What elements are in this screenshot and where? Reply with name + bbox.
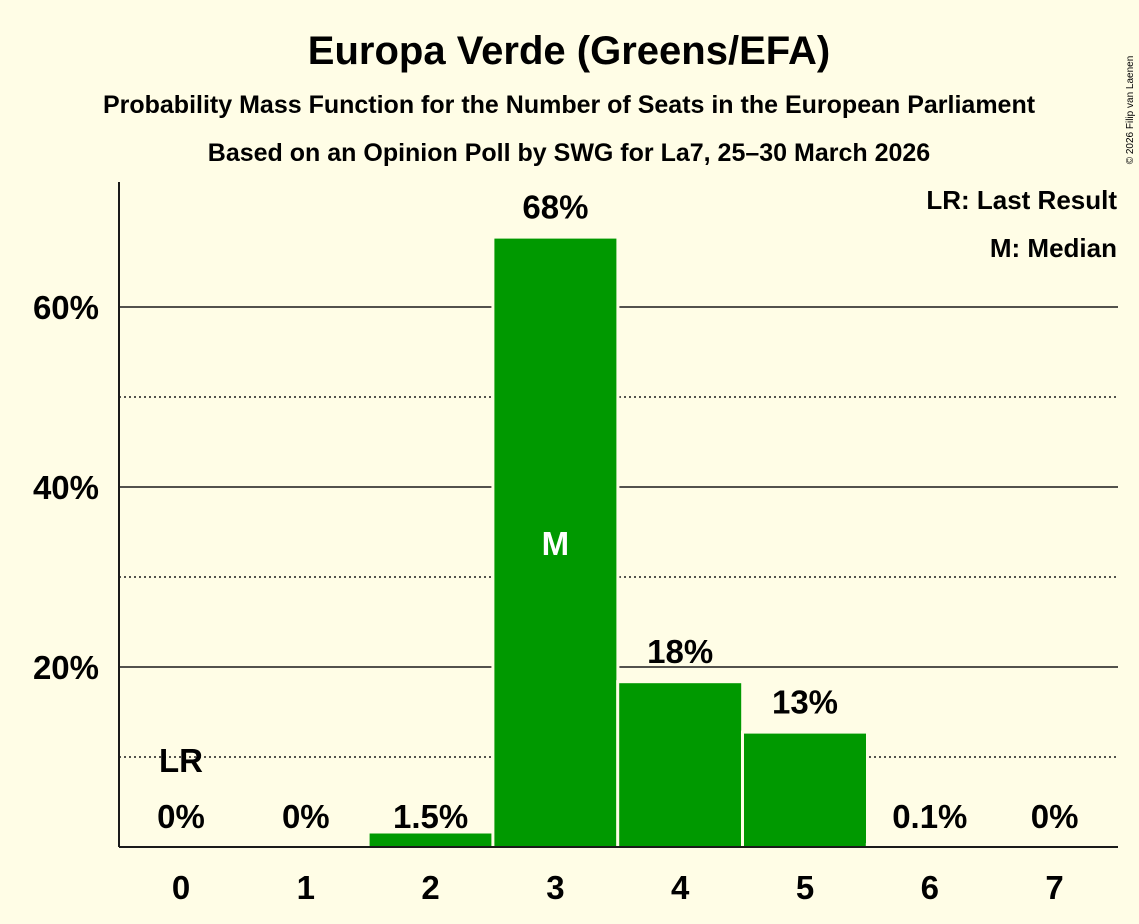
bar-value-label: 0% [282, 798, 330, 835]
bar-value-label: 0% [157, 798, 205, 835]
bar [744, 733, 866, 847]
y-tick-label: 60% [33, 289, 99, 326]
chart-subtitle: Probability Mass Function for the Number… [103, 91, 1036, 119]
bar-value-label: 0.1% [892, 798, 967, 835]
bars [366, 235, 994, 848]
x-tick-label: 3 [546, 869, 564, 906]
chart-subtitle-source: Based on an Opinion Poll by SWG for La7,… [208, 139, 930, 167]
value-labels: 0% 0 0% 1 1.5% 2 68% 3 18% 4 13% 5 0.1% 6 0% 7 M LR [157, 189, 1078, 906]
x-tick-label: 6 [921, 869, 939, 906]
legend-last-result: LR: Last Result [926, 185, 1117, 215]
x-tick-label: 7 [1045, 869, 1063, 906]
median-marker: M [542, 525, 570, 562]
x-tick-label: 0 [172, 869, 190, 906]
bar [619, 683, 742, 847]
x-tick-label: 4 [671, 869, 690, 906]
copyright-note: © 2026 Filip van Laenen [1125, 56, 1136, 165]
bar [369, 833, 492, 847]
bar-value-label: 68% [522, 189, 588, 226]
y-tick-label: 20% [33, 649, 99, 686]
bar [494, 238, 617, 848]
axes [118, 182, 1118, 848]
bar-value-label: 1.5% [393, 798, 468, 835]
bar-value-label: 0% [1031, 798, 1079, 835]
x-tick-label: 2 [421, 869, 439, 906]
chart-title: Europa Verde (Greens/EFA) [308, 29, 830, 73]
legend-median: M: Median [990, 233, 1117, 263]
bar-gap [865, 843, 994, 847]
bar-value-label: 18% [647, 633, 713, 670]
last-result-marker: LR [159, 742, 203, 779]
y-tick-label: 40% [33, 469, 99, 506]
x-tick-label: 5 [796, 869, 814, 906]
bar-value-label: 13% [772, 684, 838, 721]
x-tick-label: 1 [297, 869, 315, 906]
